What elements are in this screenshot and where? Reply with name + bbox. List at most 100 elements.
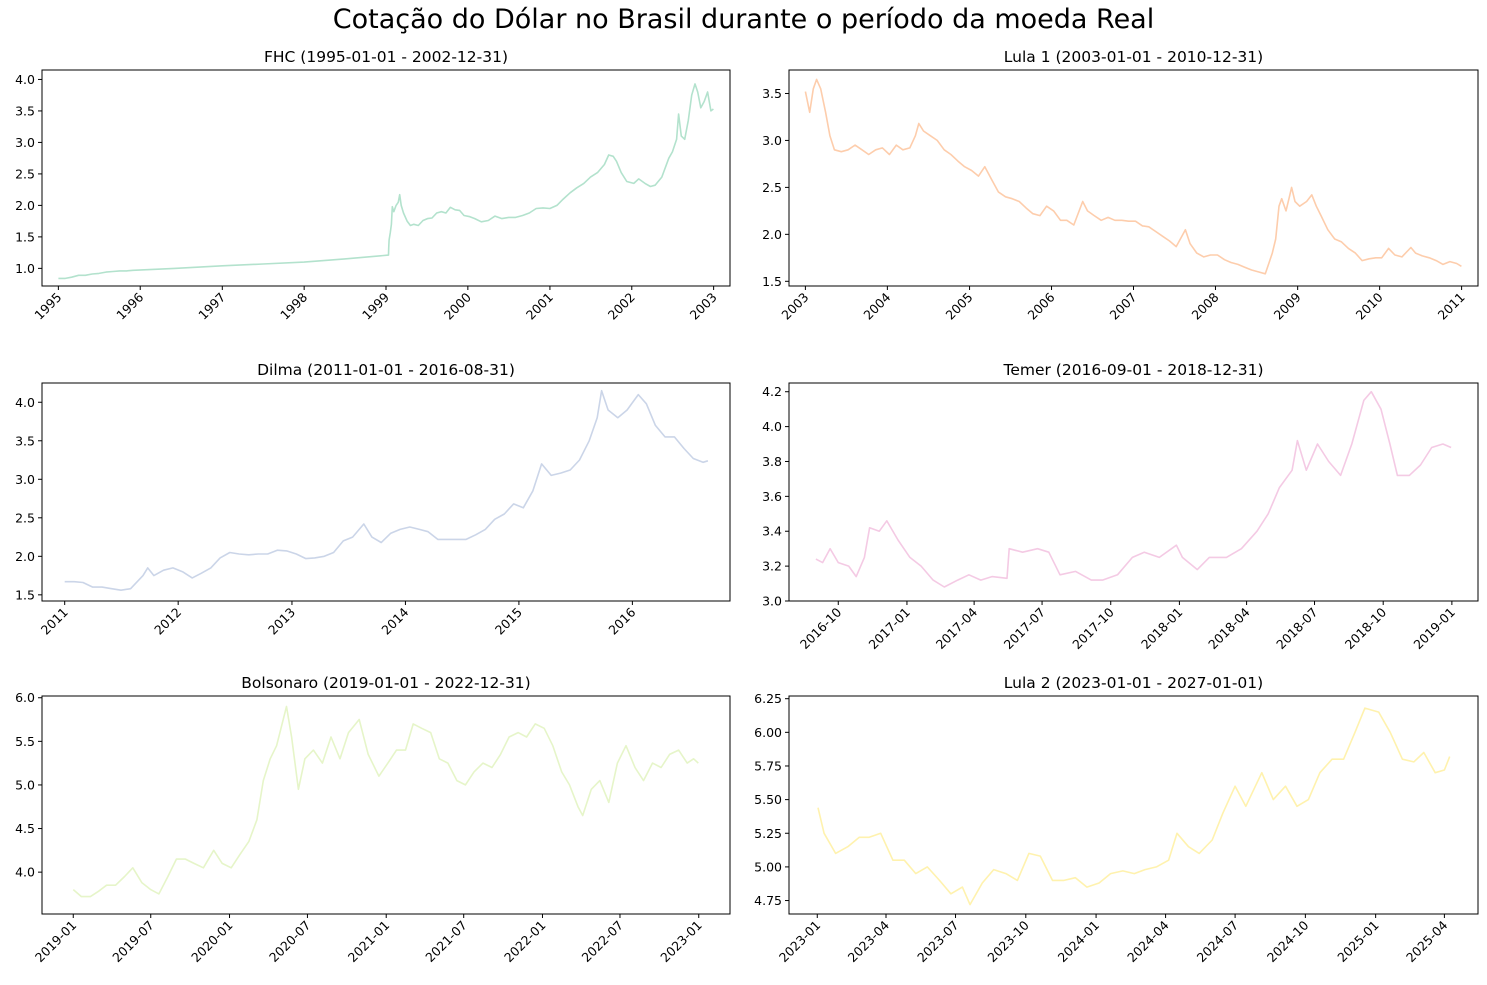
y-tick-label: 1.5 xyxy=(15,229,35,244)
series-line xyxy=(64,389,709,591)
y-tick-label: 2.0 xyxy=(15,549,35,564)
y-tick-label: 4.5 xyxy=(15,821,35,836)
y-tick-label: 3.4 xyxy=(762,524,782,539)
series-line xyxy=(817,707,1451,906)
y-tick-label: 4.2 xyxy=(762,384,782,399)
y-tick-label: 5.00 xyxy=(754,859,782,874)
x-tick-label: 2003 xyxy=(687,290,720,323)
x-tick-label: 2024-04 xyxy=(1124,917,1172,965)
y-tick-label: 6.25 xyxy=(754,691,782,706)
axes-frame xyxy=(41,382,731,602)
x-tick-label: 2020-07 xyxy=(266,918,314,966)
y-tick-label: 5.5 xyxy=(15,734,35,749)
y-tick-label: 6.0 xyxy=(15,690,35,705)
x-tick-label: 2023-10 xyxy=(984,917,1032,965)
x-tick-label: 2003 xyxy=(778,290,811,323)
y-tick-label: 4.0 xyxy=(15,72,35,87)
x-tick-label: 2008 xyxy=(1188,289,1221,322)
x-tick-label: 2018-07 xyxy=(1273,605,1321,653)
y-tick-label: 5.75 xyxy=(754,758,782,773)
subplot-title: Temer (2016-09-01 - 2018-12-31) xyxy=(1002,361,1263,379)
y-tick-label: 1.5 xyxy=(762,274,782,289)
y-tick-label: 4.75 xyxy=(754,893,782,908)
x-tick-label: 2019-07 xyxy=(109,918,157,966)
figure-title: Cotação do Dólar no Brasil durante o per… xyxy=(332,4,1155,35)
y-tick-label: 3.0 xyxy=(15,472,35,487)
x-tick-label: 2017-04 xyxy=(933,604,981,652)
x-tick-label: 2019-01 xyxy=(32,918,80,966)
x-tick-label: 1996 xyxy=(113,289,146,322)
x-tick-label: 2002 xyxy=(605,290,638,323)
x-tick-label: 1997 xyxy=(195,290,228,323)
series-line xyxy=(58,83,714,280)
x-tick-label: 2023-01 xyxy=(776,918,824,966)
y-tick-label: 3.5 xyxy=(15,433,35,448)
axes-frame xyxy=(788,382,1479,602)
x-tick-label: 2024-07 xyxy=(1194,918,1242,966)
x-tick-label: 2016-10 xyxy=(797,604,845,652)
x-tick-label: 2017-01 xyxy=(866,605,914,653)
subplot-6: Lula 2 (2023-01-01 - 2027-01-01) 4.75 5.00… xyxy=(754,674,1479,966)
x-tick-label: 2011 xyxy=(1435,290,1468,323)
x-tick-label: 2019-01 xyxy=(1410,605,1458,653)
x-tick-label: 2018-10 xyxy=(1342,604,1390,652)
x-tick-label: 2011 xyxy=(38,605,71,638)
y-tick-label: 2.0 xyxy=(762,227,782,242)
x-tick-label: 2010 xyxy=(1353,289,1386,322)
y-tick-label: 3.6 xyxy=(762,489,782,504)
x-tick-label: 2013 xyxy=(265,605,298,638)
axes-frame xyxy=(41,695,731,915)
subplot-4: Temer (2016-09-01 - 2018-12-31) 3.0 3.2 3.4… xyxy=(762,361,1479,653)
y-tick-label: 3.5 xyxy=(15,103,35,118)
x-tick-label: 2012 xyxy=(151,605,184,638)
axes-frame xyxy=(788,69,1479,287)
x-tick-label: 2006 xyxy=(1025,289,1058,322)
x-tick-label: 2016 xyxy=(605,604,638,637)
subplot-3: Dilma (2011-01-01 - 2016-08-31) 1.5 2.0 2.5… xyxy=(15,361,731,638)
x-tick-label: 2001 xyxy=(523,290,556,323)
x-tick-label: 2025-04 xyxy=(1403,917,1451,965)
x-tick-label: 1999 xyxy=(359,289,392,322)
y-tick-label: 5.25 xyxy=(754,826,782,841)
x-tick-label: 2009 xyxy=(1271,289,1304,322)
x-tick-label: 2000 xyxy=(441,289,474,322)
y-tick-label: 2.5 xyxy=(15,166,35,181)
subplot-1: FHC (1995-01-01 - 2002-12-31) 1.0 1.5 2.0 2.… xyxy=(15,48,731,323)
x-tick-label: 2023-01 xyxy=(657,918,705,966)
subplot-title: FHC (1995-01-01 - 2002-12-31) xyxy=(264,48,508,66)
y-tick-label: 3.5 xyxy=(762,86,782,101)
y-tick-label: 4.0 xyxy=(15,865,35,880)
x-tick-label: 2014 xyxy=(378,604,411,637)
y-tick-label: 3.0 xyxy=(15,135,35,150)
series-line xyxy=(815,390,1452,588)
subplot-title: Dilma (2011-01-01 - 2016-08-31) xyxy=(257,361,515,379)
y-tick-label: 5.50 xyxy=(754,792,782,807)
series-line xyxy=(72,705,699,898)
x-tick-label: 2024-10 xyxy=(1264,917,1312,965)
subplot-title: Lula 1 (2003-01-01 - 2010-12-31) xyxy=(1004,48,1263,66)
x-tick-label: 2023-04 xyxy=(845,917,893,965)
y-tick-label: 2.0 xyxy=(15,198,35,213)
y-tick-label: 2.5 xyxy=(762,180,782,195)
y-tick-label: 4.0 xyxy=(15,395,35,410)
x-tick-label: 2022-01 xyxy=(501,918,549,966)
y-tick-label: 4.0 xyxy=(762,419,782,434)
y-tick-label: 5.0 xyxy=(15,777,35,792)
x-tick-label: 2004 xyxy=(860,289,893,322)
x-tick-label: 2024-01 xyxy=(1055,918,1103,966)
subplot-5: Bolsonaro (2019-01-01 - 2022-12-31) 4.0 4.… xyxy=(15,674,731,966)
x-tick-label: 1995 xyxy=(31,290,64,323)
x-tick-label: 2020-01 xyxy=(188,918,236,966)
y-tick-label: 3.8 xyxy=(762,454,782,469)
x-tick-label: 2023-07 xyxy=(914,918,962,966)
x-tick-label: 2015 xyxy=(492,605,525,638)
subplot-2: Lula 1 (2003-01-01 - 2010-12-31) 1.5 2.0 2.… xyxy=(762,48,1479,323)
x-tick-label: 2017-07 xyxy=(1001,605,1049,653)
series-line xyxy=(804,78,1462,275)
y-tick-label: 3.0 xyxy=(762,594,782,609)
x-tick-label: 2021-07 xyxy=(422,918,470,966)
subplot-title: Bolsonaro (2019-01-01 - 2022-12-31) xyxy=(241,674,530,692)
x-tick-label: 2007 xyxy=(1107,290,1140,323)
x-tick-label: 1998 xyxy=(277,289,310,322)
